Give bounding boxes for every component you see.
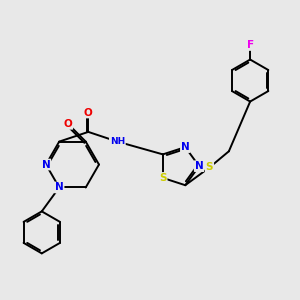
Text: O: O — [64, 119, 72, 129]
Text: N: N — [42, 160, 50, 170]
Text: O: O — [84, 107, 93, 118]
Text: NH: NH — [110, 137, 125, 146]
Text: S: S — [159, 173, 166, 183]
Text: N: N — [181, 142, 190, 152]
Text: F: F — [247, 40, 254, 50]
Text: S: S — [206, 162, 213, 172]
Text: N: N — [195, 161, 203, 171]
Text: N: N — [55, 182, 64, 193]
